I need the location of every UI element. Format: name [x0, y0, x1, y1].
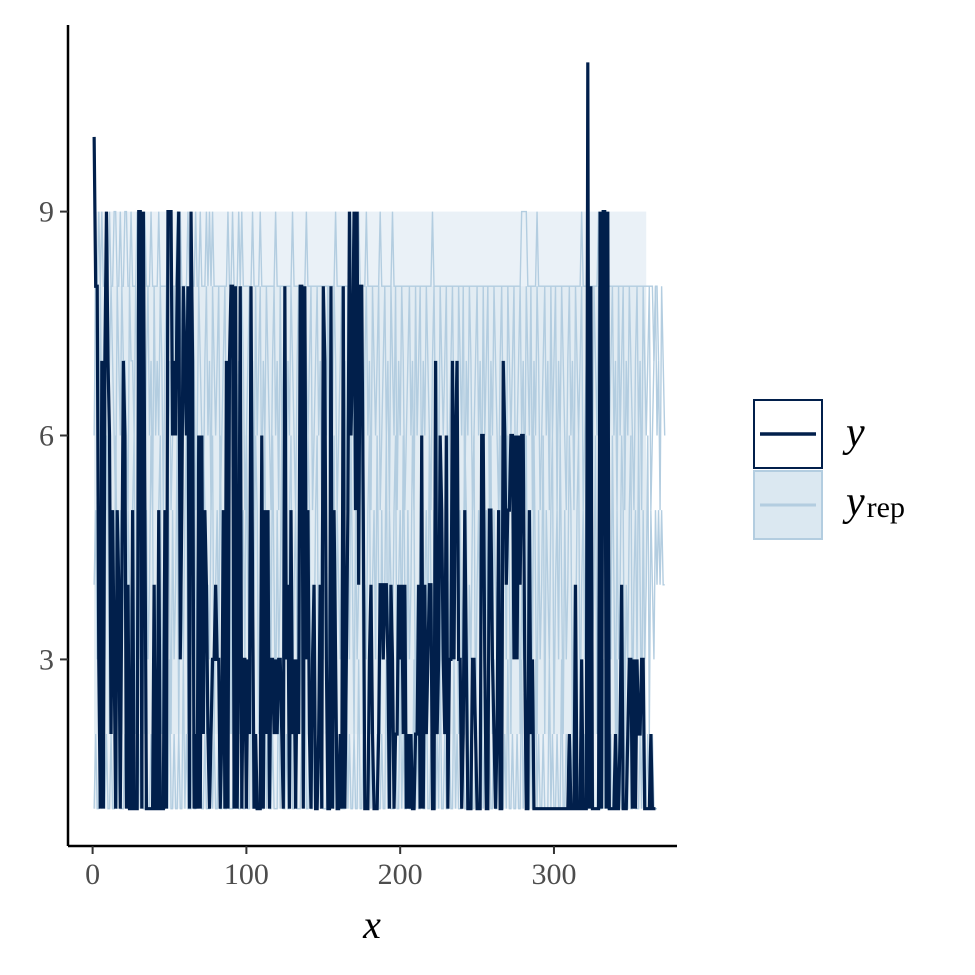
- legend-item-yrep: yrep: [753, 470, 905, 540]
- legend: y yrep: [753, 399, 905, 540]
- legend-item-y: y: [753, 399, 865, 469]
- legend-label-y: y: [842, 410, 865, 456]
- y-tick-label-9: 9: [39, 196, 54, 229]
- y-axis-ticks: 3 6 9: [39, 196, 68, 676]
- y-tick-label-6: 6: [39, 420, 54, 453]
- y-series-line: [92, 62, 656, 811]
- x-tick-label-100: 100: [224, 858, 269, 891]
- x-tick-label-200: 200: [378, 858, 423, 891]
- legend-label-yrep: yrep: [842, 479, 905, 525]
- x-axis-ticks: 0 100 200 300: [85, 846, 576, 891]
- yrep-draw-1: [93, 210, 660, 361]
- legend-label-yrep-main: y: [842, 479, 865, 525]
- y-series-layer: [92, 62, 656, 811]
- legend-label-yrep-sub: rep: [867, 491, 905, 524]
- x-tick-label-300: 300: [531, 858, 576, 891]
- y-tick-label-3: 3: [39, 643, 54, 676]
- x-tick-label-0: 0: [85, 858, 100, 891]
- plot-area: [92, 62, 666, 811]
- x-axis-title: x: [362, 902, 381, 947]
